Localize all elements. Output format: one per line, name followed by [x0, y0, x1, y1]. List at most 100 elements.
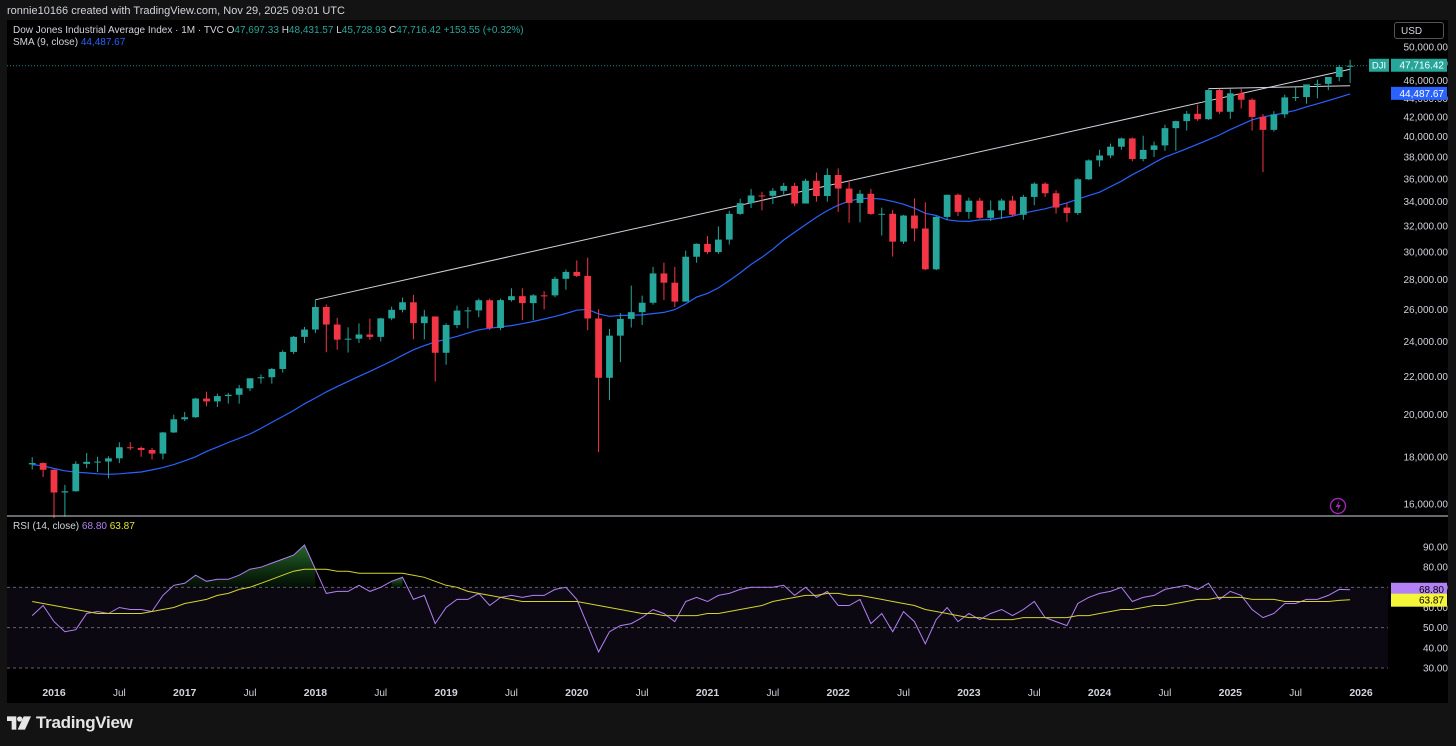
sma-tag-box [1391, 86, 1447, 100]
candle-body [921, 228, 929, 270]
price-tick-label: 32,000.00 [1404, 221, 1449, 232]
rsi-label[interactable]: RSI (14, close) [13, 521, 80, 532]
chart-area[interactable]: 16,000.00 18,000.00 20,000.00 22,000.00 24,0… [7, 20, 1448, 703]
currency-button[interactable]: USD [1394, 22, 1444, 39]
candle-body [1074, 179, 1082, 214]
lightning-icon-bolt [1335, 500, 1341, 512]
open-label: O [226, 25, 235, 36]
time-tick-label: 2024 [1088, 687, 1112, 699]
trendlines [315, 68, 1351, 301]
tradingview-logo[interactable]: TradingView [7, 713, 133, 733]
candle-body [420, 316, 428, 324]
sma-label[interactable]: SMA (9, close) [13, 37, 79, 48]
candle-body [148, 449, 156, 454]
price-tick-label: 18,000.00 [1404, 452, 1449, 463]
time-tick-label: 2019 [434, 687, 458, 699]
time-tick-label: Jul [244, 688, 257, 699]
low-label: L [336, 25, 342, 36]
candle-body [584, 275, 592, 319]
price-tick-label: 16,000.00 [1404, 500, 1449, 511]
candle-body [780, 185, 788, 191]
candle-body [137, 447, 145, 450]
time-tick-label: 2017 [173, 687, 197, 699]
candle-body [1172, 121, 1180, 129]
candle-body [377, 318, 385, 337]
candle-body [1281, 97, 1289, 115]
time-tick-label: 2023 [957, 687, 981, 699]
candle-body [943, 194, 951, 217]
price-tick-label: 42,000.00 [1404, 112, 1449, 123]
candle-body [606, 335, 613, 378]
currency-label: USD [1401, 26, 1423, 37]
price-tick-label: 46,000.00 [1404, 76, 1449, 87]
candle-body [1237, 93, 1245, 100]
candle-body [39, 463, 47, 470]
rsi-legend: RSI (14, close) 68.80 63.87 [13, 521, 135, 532]
candle-body [224, 394, 232, 397]
candle-body [1019, 196, 1027, 215]
candle-body [540, 295, 548, 297]
candle-body [1118, 138, 1125, 147]
main-legend: Dow Jones Industrial Average Index · 1M … [13, 25, 524, 49]
candle-body [715, 239, 722, 253]
time-axis: 2016 Jul 2017 Jul 2018 Jul 2019 Jul 2020 Jul 2021 J… [42, 687, 1373, 699]
candle-body [660, 273, 668, 283]
candle-body [987, 210, 995, 218]
rsi-ma-value: 63.87 [109, 521, 135, 532]
candle-body [508, 296, 515, 301]
time-tick-label: Jul [374, 688, 387, 699]
candle-body [257, 377, 265, 379]
chart-svg[interactable]: 16,000.00 18,000.00 20,000.00 22,000.00 24,0… [7, 20, 1448, 703]
candle-body [301, 329, 308, 337]
time-tick-label: 2020 [565, 687, 589, 699]
time-tick-label: Jul [113, 688, 126, 699]
price-tick-label: 40,000.00 [1404, 132, 1449, 143]
candle-body [203, 398, 210, 402]
candle-body [1226, 93, 1234, 112]
candle-body [1303, 84, 1310, 98]
candle-body [1270, 114, 1278, 130]
price-tick-label: 28,000.00 [1404, 275, 1449, 286]
candle-body [1128, 138, 1136, 160]
sma-value: 44,487.67 [80, 37, 126, 48]
rsi-tag-box [1391, 582, 1447, 596]
candle-body [115, 447, 123, 459]
price-tick-label: 24,000.00 [1404, 337, 1449, 348]
time-tick-label: 2021 [696, 687, 720, 699]
candle-body [802, 180, 809, 204]
symbol-tag-box [1369, 58, 1389, 72]
candle-body [453, 310, 461, 326]
candle-body [126, 447, 134, 449]
candle-body [344, 338, 352, 340]
candle-body [1259, 116, 1267, 130]
rsi-value: 68.80 [81, 521, 107, 532]
candle-body [1041, 183, 1049, 194]
candle-body [279, 351, 287, 369]
candle-body [475, 300, 483, 311]
time-tick-label: 2022 [827, 687, 851, 699]
lightning-icon [1329, 497, 1347, 515]
candle-body [845, 188, 853, 203]
trendline [315, 68, 1351, 301]
candle-body [693, 243, 700, 257]
candle-body [998, 200, 1005, 211]
candle-body [61, 491, 69, 493]
caption-text: ronnie10166 created with TradingView.com… [7, 5, 345, 17]
rsi-overbought-fill [173, 544, 316, 588]
time-tick-label: Jul [1289, 688, 1302, 699]
rsi-line [31, 544, 1351, 654]
price-axis: 16,000.00 18,000.00 20,000.00 22,000.00 24,0… [1329, 43, 1449, 515]
candle-body [965, 200, 973, 212]
symbol-title[interactable]: Dow Jones Industrial Average Index · 1M … [13, 25, 224, 36]
candle-body [170, 419, 178, 433]
candle-body [1161, 128, 1169, 146]
candle-body [1150, 145, 1158, 150]
candle-body [1216, 90, 1223, 112]
time-tick-label: 2026 [1349, 687, 1373, 699]
candle-body [671, 282, 679, 302]
candle-body [105, 458, 112, 462]
rsi-tick-label: 30.00 [1423, 664, 1448, 675]
price-tick-label: 20,000.00 [1404, 410, 1449, 421]
time-tick-label: Jul [897, 688, 910, 699]
candle-body [911, 215, 918, 229]
